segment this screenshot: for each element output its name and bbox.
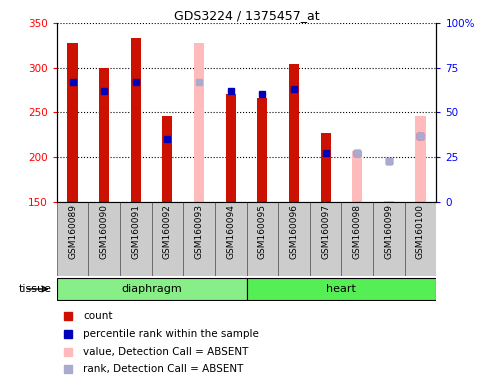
Bar <box>57 202 88 276</box>
Bar <box>99 68 109 202</box>
Text: GSM160091: GSM160091 <box>131 204 141 259</box>
Bar <box>289 64 299 202</box>
Text: GSM160092: GSM160092 <box>163 204 172 259</box>
Text: diaphragm: diaphragm <box>121 284 182 294</box>
Text: value, Detection Call = ABSENT: value, Detection Call = ABSENT <box>83 346 248 356</box>
Bar <box>320 133 331 202</box>
Bar <box>162 116 173 202</box>
Bar <box>194 43 204 202</box>
Bar <box>183 202 215 276</box>
Bar <box>416 116 425 202</box>
Text: GSM160098: GSM160098 <box>352 204 362 259</box>
Bar <box>310 202 341 276</box>
Bar <box>278 202 310 276</box>
Text: GSM160093: GSM160093 <box>195 204 204 259</box>
Text: GSM160090: GSM160090 <box>100 204 108 259</box>
Text: rank, Detection Call = ABSENT: rank, Detection Call = ABSENT <box>83 364 244 374</box>
Bar <box>246 278 436 300</box>
Bar <box>120 202 152 276</box>
Bar <box>384 201 394 202</box>
Bar <box>405 202 436 276</box>
Bar <box>57 278 246 300</box>
Text: GSM160099: GSM160099 <box>385 204 393 259</box>
Text: GSM160100: GSM160100 <box>416 204 425 259</box>
Text: GSM160097: GSM160097 <box>321 204 330 259</box>
Title: GDS3224 / 1375457_at: GDS3224 / 1375457_at <box>174 9 319 22</box>
Bar <box>215 202 246 276</box>
Text: heart: heart <box>326 284 356 294</box>
Bar <box>373 202 405 276</box>
Text: GSM160096: GSM160096 <box>289 204 298 259</box>
Bar <box>246 202 278 276</box>
Text: GSM160094: GSM160094 <box>226 204 235 259</box>
Bar <box>341 202 373 276</box>
Bar <box>226 94 236 202</box>
Bar <box>257 98 267 202</box>
Text: count: count <box>83 311 113 321</box>
Bar <box>131 38 141 202</box>
Text: GSM160095: GSM160095 <box>258 204 267 259</box>
Text: tissue: tissue <box>19 284 52 294</box>
Bar <box>352 151 362 202</box>
Text: GSM160089: GSM160089 <box>68 204 77 259</box>
Bar <box>68 43 77 202</box>
Bar <box>152 202 183 276</box>
Bar <box>88 202 120 276</box>
Text: percentile rank within the sample: percentile rank within the sample <box>83 329 259 339</box>
